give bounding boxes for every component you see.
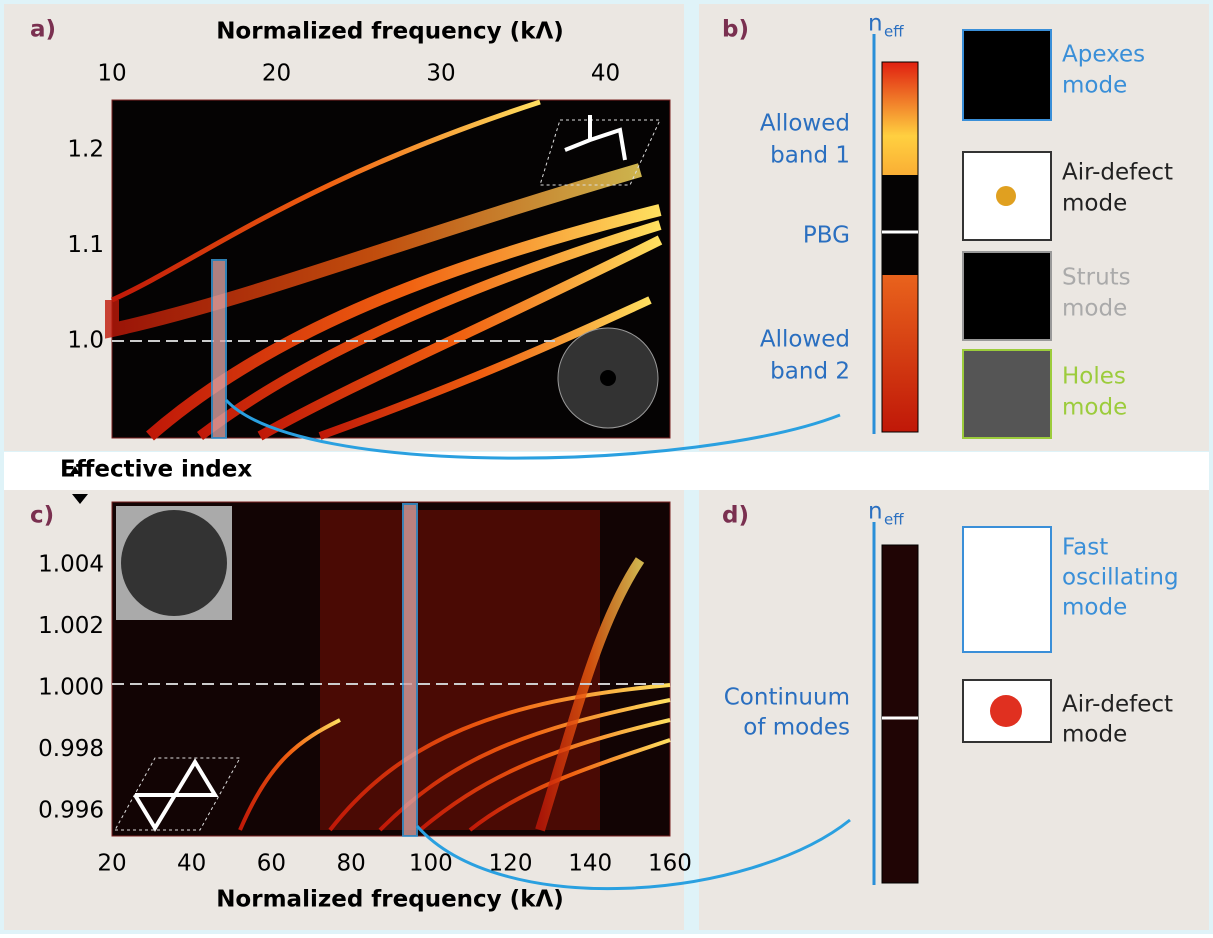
mode-label: oscillating <box>1062 565 1179 591</box>
x-tick-label: 120 <box>489 851 533 877</box>
band-gap <box>882 175 918 275</box>
selection <box>402 503 418 837</box>
plot-a-curves <box>105 99 663 441</box>
mode-label: Fast <box>1062 535 1108 561</box>
panel-b-bg <box>699 4 1209 451</box>
panel-label: b) <box>722 17 749 43</box>
annotation: Allowed <box>760 327 850 353</box>
mode-label: mode <box>1062 722 1127 748</box>
neff-symbol: n <box>868 11 883 37</box>
annotation: of modes <box>743 715 850 741</box>
annotation: band 2 <box>770 359 850 385</box>
y-tick-label: 0.996 <box>38 798 104 824</box>
neff-subscript: eff <box>884 511 904 529</box>
x-tick-label: 140 <box>568 851 612 877</box>
mode-label: Air-defect <box>1062 160 1173 186</box>
connector-arrow <box>415 818 851 891</box>
x-tick-label: 30 <box>426 61 455 87</box>
x-tick-label: 20 <box>262 61 291 87</box>
panel-label: a) <box>30 17 56 43</box>
x-tick-label: 20 <box>97 851 126 877</box>
x-tick-label: 10 <box>97 61 126 87</box>
y-tick-label: 1.0 <box>67 328 104 354</box>
selection <box>211 259 227 439</box>
x-tick-label: 40 <box>177 851 206 877</box>
x-tick-label: 100 <box>409 851 453 877</box>
mode-label: mode <box>1062 191 1127 217</box>
inset-struts <box>564 115 627 161</box>
inset-cell <box>114 757 241 831</box>
mode-label: Apexes <box>1062 42 1145 68</box>
axis-arrow <box>72 494 88 504</box>
mode-label: mode <box>1062 595 1127 621</box>
mode-boxes <box>962 29 1052 743</box>
annotation: PBG <box>803 223 850 249</box>
inset-cell <box>539 119 661 186</box>
y-axis-title: Effective index <box>60 457 252 483</box>
connector-arrow <box>224 398 841 460</box>
x-tick-label: 160 <box>648 851 692 877</box>
y-tick-label: 0.998 <box>38 736 104 762</box>
middle-strip <box>4 452 1209 490</box>
neff-subscript: eff <box>884 23 904 41</box>
x-tick-label: 40 <box>591 61 620 87</box>
mode-label: mode <box>1062 395 1127 421</box>
mode-label: Air-defect <box>1062 692 1173 718</box>
inset-struts <box>133 758 219 832</box>
annotation: band 1 <box>770 143 850 169</box>
annotation: Continuum <box>724 685 850 711</box>
annotation: Allowed <box>760 111 850 137</box>
y-tick-label: 1.004 <box>38 552 104 578</box>
x-axis-title: Normalized frequency (kΛ) <box>216 887 564 913</box>
mode-label: Struts <box>1062 265 1131 291</box>
mode-label: Holes <box>1062 364 1126 390</box>
inset-fiber <box>121 510 227 616</box>
mode-label: mode <box>1062 296 1127 322</box>
neff-symbol: n <box>868 499 883 525</box>
y-tick-label: 1.002 <box>38 613 104 639</box>
continuum-strip <box>881 544 919 884</box>
y-tick-label: 1.1 <box>67 232 104 258</box>
panel-label: d) <box>722 503 749 529</box>
x-axis-title: Normalized frequency (kΛ) <box>216 19 564 45</box>
panel-label: c) <box>30 503 54 529</box>
inset-core <box>600 370 616 386</box>
x-tick-label: 60 <box>257 851 286 877</box>
mode-label: mode <box>1062 73 1127 99</box>
y-tick-label: 1.000 <box>38 675 104 701</box>
texts: a) b) c) d) Normalized frequency (kΛ) Normali… <box>30 11 1179 913</box>
plot-c-curves <box>238 510 671 832</box>
y-tick-label: 1.2 <box>67 137 104 163</box>
x-tick-label: 80 <box>336 851 365 877</box>
axis-arrow <box>70 466 80 474</box>
